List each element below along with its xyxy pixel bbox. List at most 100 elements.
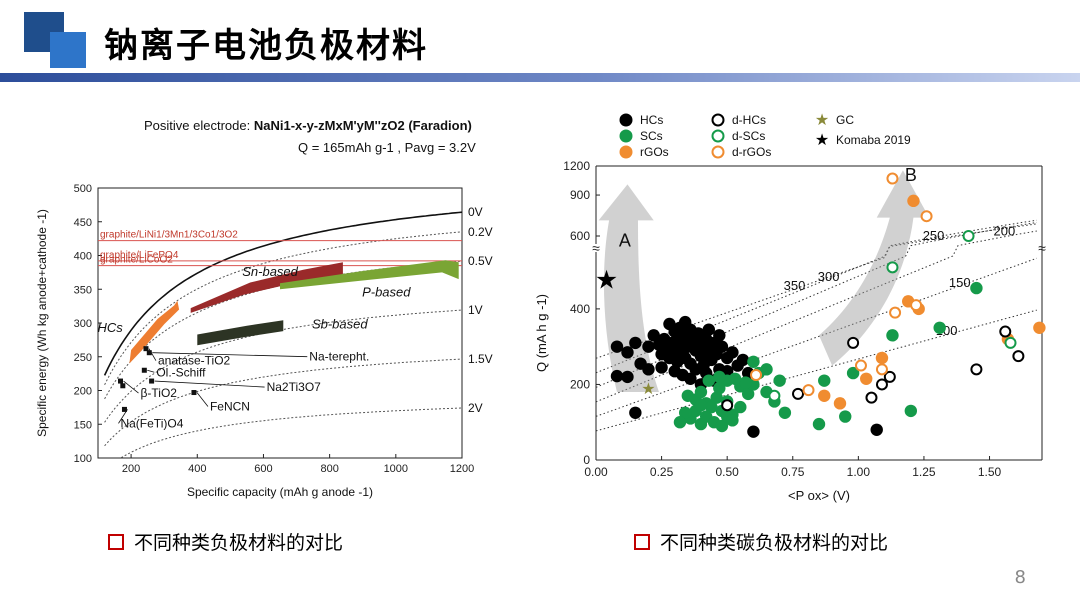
point-hcs-53 <box>713 329 726 342</box>
energy-contour-200 <box>595 230 1037 403</box>
point-hcs-3 <box>621 346 634 359</box>
point-hcs-58 <box>663 317 676 331</box>
title-underline-bar <box>0 73 1080 82</box>
point-d-hcs-1 <box>792 387 805 400</box>
legend-marker-rgos <box>619 145 633 159</box>
y-tick-label: 100 <box>74 453 92 465</box>
energy-contour-label-350: 350 <box>784 278 806 293</box>
material-label-tio2: β-TiO2 <box>141 386 178 400</box>
x-axis-label: <P ox> (V) <box>788 488 850 503</box>
point-hcs-56 <box>870 423 883 436</box>
point-d-hcs-6 <box>970 363 983 376</box>
material-leader-tio2 <box>123 380 139 394</box>
point-scs-19 <box>741 387 755 401</box>
voltage-label-1-5v: 1.5V <box>468 352 493 366</box>
point-scs-37 <box>846 366 860 380</box>
point-rgos-0 <box>818 389 831 402</box>
legend-label-d-rgos: d-rGOs <box>732 145 771 159</box>
point-scs-31 <box>778 406 792 419</box>
x-tick-label: 1.25 <box>912 465 936 479</box>
voltage-label-0v: 0V <box>468 205 483 219</box>
region-label-sb-based: Sb-based <box>312 316 368 331</box>
legend-label-d-hcs: d-HCs <box>732 113 766 127</box>
point-hcs-45 <box>684 372 697 385</box>
legend-label-rgos: rGOs <box>640 145 669 159</box>
chart-header-line1: Positive electrode: NaNi1-x-y-zMxM'yM''z… <box>144 118 472 133</box>
arrow-a-label: A <box>619 230 631 250</box>
y-tick-label: 450 <box>74 217 92 229</box>
point-hcs-6 <box>642 340 655 353</box>
point-d-scs-3 <box>1004 336 1017 349</box>
legend-label-gc: GC <box>836 113 854 127</box>
logo-square-light <box>50 32 86 68</box>
point-d-rgos-1 <box>802 384 815 397</box>
point-scs-27 <box>702 374 716 387</box>
point-scs-28 <box>679 406 692 419</box>
region-p-based <box>280 260 459 290</box>
legend-marker-gc: ★ <box>815 112 829 129</box>
caption-right-text: 不同种类碳负极材料的对比 <box>660 532 889 554</box>
point-hcs-1 <box>621 370 634 384</box>
voltage-label-2v: 2V <box>468 401 483 415</box>
material-point-unlabeled-5 <box>120 383 126 389</box>
material-leader-na2ti3o7 <box>154 380 265 388</box>
point-scs-5 <box>710 391 723 404</box>
point-scs-39 <box>904 404 918 418</box>
point-scs-26 <box>713 370 726 384</box>
point-scs-44 <box>728 372 742 385</box>
y-tick-label: 250 <box>74 352 92 364</box>
legend-marker-d-scs <box>711 129 725 143</box>
point-rgos-8 <box>1033 321 1046 334</box>
point-d-rgos-7 <box>854 359 867 372</box>
point-scs-34 <box>812 417 826 431</box>
x-tick-label: 600 <box>254 463 272 475</box>
material-point-tio2 <box>118 378 124 384</box>
x-tick-label: 1.00 <box>847 465 871 479</box>
point-scs-24 <box>739 376 752 389</box>
caption-left: 不同种类负极材料的对比 <box>108 528 343 555</box>
point-d-rgos-3 <box>889 306 902 319</box>
y-tick-label: 0 <box>583 453 590 467</box>
x-tick-label: 1000 <box>384 463 408 475</box>
legend-marker-komaba-2019: ★ <box>815 132 829 149</box>
point-hcs-51 <box>655 361 668 374</box>
y-tick-label: 1200 <box>563 159 590 173</box>
x-tick-label: 800 <box>320 463 338 475</box>
material-label-na-feti-o4: Na(FeTi)O4 <box>120 416 183 430</box>
point-d-hcs-0 <box>721 399 734 412</box>
y-tick-label: 300 <box>74 318 92 330</box>
point-d-hcs-3 <box>865 391 878 404</box>
point-scs-22 <box>760 363 773 376</box>
x-tick-label: 1200 <box>450 463 474 475</box>
arrow-a <box>598 184 659 392</box>
reference-line-label-2: graphite/LiCoO2 <box>100 255 173 266</box>
material-label-anatase-tio2: anatase-TiO2 <box>158 354 231 368</box>
point-d-hcs-4 <box>883 370 896 383</box>
y-axis-label: Q (mA h g -1) <box>534 294 549 372</box>
material-label-ol-schiff: Ol.-Schiff <box>156 365 206 379</box>
point-hcs-40 <box>726 346 739 359</box>
point-rgos-3 <box>875 351 889 365</box>
point-hcs-55 <box>747 425 760 438</box>
material-label-na-terepht: Na-terepht. <box>309 350 369 364</box>
point-d-rgos-0 <box>750 369 763 381</box>
material-point-na2ti3o7 <box>149 378 155 384</box>
legend-label-komaba-2019: Komaba 2019 <box>836 133 911 147</box>
arrow-b-label: B <box>905 165 917 185</box>
point-hcs-2 <box>610 340 624 353</box>
point-scs-2 <box>694 385 708 399</box>
point-d-rgos-4 <box>910 299 923 312</box>
x-tick-label: 0.25 <box>650 465 674 479</box>
x-axis-label: Specific capacity (mAh g anode -1) <box>187 485 373 499</box>
region-label-sn-based: Sn-based <box>242 264 298 279</box>
point-scs-17 <box>726 414 739 427</box>
point-scs-15 <box>715 419 729 433</box>
point-d-hcs-5 <box>875 378 888 391</box>
point-d-scs-2 <box>962 230 975 242</box>
point-scs-32 <box>773 374 786 387</box>
legend-label-scs: SCs <box>640 129 663 143</box>
legend-label-hcs: HCs <box>640 113 663 127</box>
y-tick-label: 900 <box>570 188 590 202</box>
y-axis-label: Specific energy (Wh kg anode+cathode -1) <box>35 209 49 437</box>
point-scs-36 <box>839 410 852 423</box>
